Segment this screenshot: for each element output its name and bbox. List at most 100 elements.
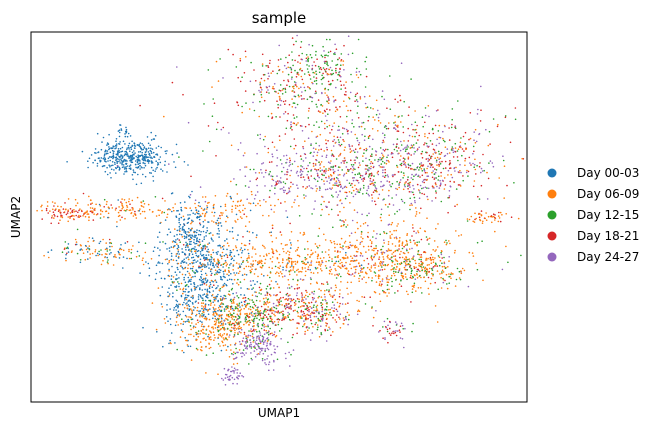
- scatter-point: [400, 155, 402, 157]
- scatter-point: [393, 122, 395, 124]
- scatter-point: [105, 203, 108, 206]
- scatter-point: [341, 247, 343, 249]
- scatter-point: [444, 154, 447, 157]
- scatter-point: [435, 151, 437, 154]
- scatter-point: [386, 180, 389, 182]
- scatter-point: [112, 164, 114, 167]
- scatter-point: [290, 181, 292, 184]
- scatter-point: [233, 278, 236, 281]
- scatter-point: [379, 147, 382, 149]
- scatter-point: [222, 322, 225, 325]
- scatter-point: [175, 316, 178, 319]
- scatter-point: [402, 148, 405, 150]
- scatter-point: [453, 252, 456, 254]
- scatter-point: [221, 245, 224, 248]
- scatter-point: [211, 86, 213, 88]
- scatter-point: [377, 160, 379, 163]
- scatter-point: [115, 159, 117, 161]
- scatter-point: [337, 255, 340, 257]
- scatter-point: [229, 264, 231, 266]
- scatter-point: [297, 187, 299, 189]
- scatter-point: [352, 244, 354, 247]
- scatter-point: [409, 276, 412, 279]
- scatter-point: [199, 333, 201, 335]
- scatter-point: [321, 173, 323, 176]
- scatter-point: [373, 247, 375, 250]
- scatter-point: [227, 269, 230, 272]
- scatter-point: [209, 264, 212, 266]
- scatter-point: [121, 163, 123, 166]
- scatter-point: [456, 267, 459, 270]
- scatter-point: [278, 253, 281, 256]
- scatter-point: [333, 240, 335, 243]
- scatter-point: [191, 295, 194, 297]
- scatter-point: [458, 235, 460, 237]
- scatter-point: [359, 147, 362, 149]
- scatter-point: [175, 278, 177, 280]
- scatter-point: [442, 130, 444, 133]
- scatter-point: [271, 227, 274, 229]
- scatter-point: [288, 270, 291, 272]
- scatter-point: [406, 153, 409, 155]
- scatter-point: [394, 213, 396, 215]
- scatter-point: [245, 318, 248, 321]
- scatter-point: [324, 92, 326, 94]
- scatter-point: [240, 242, 243, 245]
- scatter-point: [136, 250, 139, 253]
- scatter-point: [217, 80, 220, 82]
- scatter-point: [121, 204, 123, 206]
- scatter-point: [187, 304, 190, 306]
- scatter-point: [282, 248, 284, 250]
- scatter-point: [400, 171, 403, 173]
- scatter-point: [393, 127, 395, 130]
- scatter-point: [251, 193, 253, 196]
- scatter-point: [197, 298, 200, 301]
- scatter-point: [463, 269, 466, 272]
- scatter-point: [256, 191, 259, 193]
- scatter-point: [430, 164, 433, 167]
- scatter-point: [354, 100, 356, 102]
- scatter-point: [423, 181, 426, 184]
- scatter-point: [67, 198, 70, 200]
- scatter-point: [401, 244, 404, 246]
- scatter-point: [291, 206, 293, 208]
- scatter-point: [324, 115, 327, 117]
- scatter-point: [126, 208, 128, 211]
- scatter-point: [270, 320, 272, 323]
- scatter-point: [347, 270, 350, 272]
- scatter-point: [424, 121, 426, 124]
- scatter-point: [385, 232, 388, 235]
- scatter-point: [432, 249, 435, 251]
- scatter-point: [147, 159, 149, 161]
- scatter-point: [323, 166, 325, 168]
- scatter-point: [270, 175, 273, 177]
- scatter-point: [243, 323, 245, 326]
- scatter-point: [448, 196, 450, 199]
- scatter-point: [358, 142, 361, 144]
- scatter-point: [144, 162, 146, 165]
- scatter-point: [386, 281, 389, 284]
- scatter-point: [290, 123, 292, 126]
- scatter-point: [227, 48, 230, 51]
- scatter-point: [192, 297, 194, 300]
- scatter-point: [149, 154, 151, 157]
- scatter-point: [296, 34, 298, 37]
- scatter-point: [400, 140, 402, 143]
- scatter-point: [120, 244, 122, 246]
- scatter-point: [212, 221, 215, 223]
- scatter-point: [288, 85, 291, 88]
- scatter-point: [286, 216, 289, 218]
- scatter-point: [64, 241, 67, 243]
- scatter-point: [166, 213, 169, 216]
- scatter-point: [358, 125, 361, 128]
- scatter-point: [485, 128, 487, 131]
- scatter-point: [340, 275, 342, 278]
- scatter-point: [202, 196, 204, 198]
- scatter-point: [285, 67, 288, 70]
- scatter-point: [268, 309, 270, 312]
- scatter-point: [437, 288, 440, 291]
- scatter-point: [217, 250, 219, 253]
- scatter-point: [405, 290, 408, 293]
- scatter-point: [257, 312, 259, 314]
- scatter-point: [193, 271, 195, 273]
